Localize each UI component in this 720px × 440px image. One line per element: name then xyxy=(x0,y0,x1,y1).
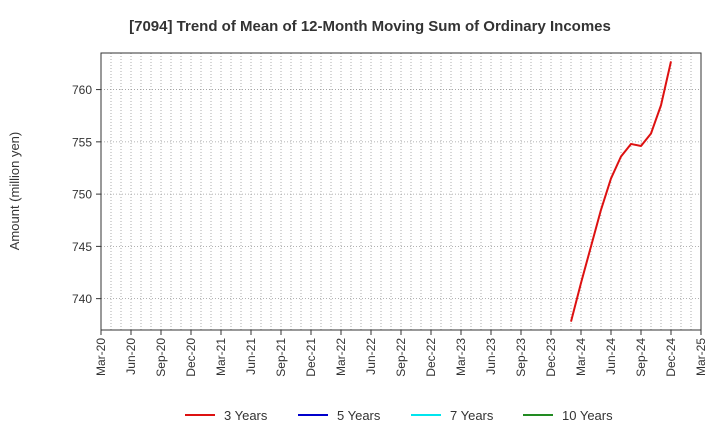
x-axis: Mar-20 Jun-20 Sep-20 Dec-20 Mar-21 Jun-21 Sep-… xyxy=(94,330,708,377)
x-tick-label: Dec-20 xyxy=(184,338,198,377)
legend-label: 5 Years xyxy=(337,408,381,423)
x-tick-label: Dec-22 xyxy=(424,338,438,377)
y-tick-label: 740 xyxy=(72,292,92,306)
x-tick-label: Mar-20 xyxy=(94,338,108,376)
x-tick-label: Mar-23 xyxy=(454,338,468,376)
x-tick-label: Jun-21 xyxy=(244,338,258,375)
x-tick-label: Mar-25 xyxy=(694,338,708,376)
legend-label: 3 Years xyxy=(224,408,268,423)
legend-label: 10 Years xyxy=(562,408,613,423)
x-tick-label: Mar-21 xyxy=(214,338,228,376)
legend: 3 Years 5 Years 7 Years 10 Years xyxy=(185,408,613,423)
legend-label: 7 Years xyxy=(450,408,494,423)
x-tick-label: Mar-24 xyxy=(574,338,588,376)
series-line-3-years xyxy=(570,61,672,322)
y-tick-label: 755 xyxy=(72,135,92,149)
y-tick-label: 750 xyxy=(72,188,92,202)
x-tick-label: Jun-24 xyxy=(604,338,618,375)
x-tick-label: Jun-20 xyxy=(124,338,138,375)
series-lines xyxy=(570,61,672,322)
y-tick-label: 760 xyxy=(72,83,92,97)
grid xyxy=(101,53,701,330)
x-tick-label: Sep-20 xyxy=(154,338,168,377)
x-tick-label: Sep-22 xyxy=(394,338,408,377)
x-tick-label: Jun-22 xyxy=(364,338,378,375)
x-tick-label: Dec-23 xyxy=(544,338,558,377)
x-tick-label: Jun-23 xyxy=(484,338,498,375)
y-axis: 740 745 750 755 760 xyxy=(72,83,101,306)
y-tick-label: 745 xyxy=(72,240,92,254)
x-tick-label: Mar-22 xyxy=(334,338,348,376)
x-tick-label: Sep-24 xyxy=(634,338,648,377)
chart-title: [7094] Trend of Mean of 12-Month Moving … xyxy=(129,18,611,35)
x-tick-label: Dec-24 xyxy=(664,338,678,377)
y-axis-label: Amount (million yen) xyxy=(7,132,22,251)
x-tick-label: Sep-21 xyxy=(274,338,288,377)
x-tick-label: Dec-21 xyxy=(304,338,318,377)
x-tick-label: Sep-23 xyxy=(514,338,528,377)
